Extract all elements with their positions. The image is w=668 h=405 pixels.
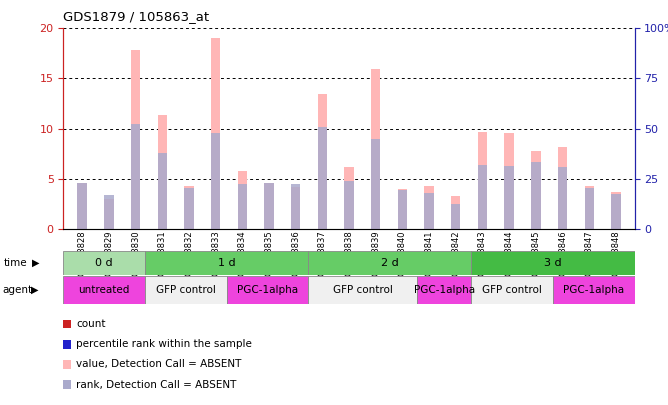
Bar [308, 251, 472, 275]
Bar [104, 195, 114, 229]
Text: value, Detection Call = ABSENT: value, Detection Call = ABSENT [76, 360, 242, 369]
Bar [345, 181, 353, 229]
Text: GFP control: GFP control [482, 285, 542, 295]
Text: GDS1879 / 105863_at: GDS1879 / 105863_at [63, 10, 210, 23]
Bar [584, 188, 594, 229]
Text: PGC-1alpha: PGC-1alpha [563, 285, 625, 295]
Text: ▶: ▶ [31, 285, 38, 295]
Text: time: time [3, 258, 27, 268]
Text: 2 d: 2 d [381, 258, 399, 268]
Bar [184, 186, 194, 229]
Bar [291, 184, 301, 229]
Bar [397, 190, 407, 229]
Bar [63, 276, 145, 304]
Bar [584, 186, 594, 229]
Text: count: count [76, 319, 106, 329]
Text: PGC-1alpha: PGC-1alpha [413, 285, 475, 295]
Bar [145, 251, 308, 275]
Text: PGC-1alpha: PGC-1alpha [237, 285, 298, 295]
Bar [238, 184, 247, 229]
Text: 3 d: 3 d [544, 258, 562, 268]
Bar [424, 193, 434, 229]
Bar [397, 189, 407, 229]
Bar [265, 183, 274, 229]
Bar [145, 276, 226, 304]
Bar [77, 183, 87, 229]
Bar [184, 188, 194, 229]
Bar [504, 166, 514, 229]
Text: ▶: ▶ [32, 258, 39, 268]
Bar [265, 183, 274, 229]
Bar [371, 139, 380, 229]
Bar [417, 276, 472, 304]
Bar [158, 153, 167, 229]
Bar [478, 165, 487, 229]
Bar [611, 194, 621, 229]
Bar [211, 132, 220, 229]
Bar [611, 192, 621, 229]
Text: percentile rank within the sample: percentile rank within the sample [76, 339, 252, 349]
Bar [345, 167, 353, 229]
Bar [291, 187, 301, 229]
Bar [308, 276, 417, 304]
Bar [371, 69, 380, 229]
Text: rank, Detection Call = ABSENT: rank, Detection Call = ABSENT [76, 380, 236, 390]
Bar [451, 204, 460, 229]
Bar [131, 124, 140, 229]
Bar [238, 171, 247, 229]
Bar [504, 132, 514, 229]
Text: untreated: untreated [79, 285, 130, 295]
Bar [158, 115, 167, 229]
Bar [472, 251, 635, 275]
Bar [531, 151, 540, 229]
Bar [318, 127, 327, 229]
Bar [472, 276, 553, 304]
Bar [131, 50, 140, 229]
Bar [531, 162, 540, 229]
Text: GFP control: GFP control [333, 285, 393, 295]
Bar [63, 251, 145, 275]
Text: 1 d: 1 d [218, 258, 235, 268]
Bar [553, 276, 635, 304]
Bar [104, 199, 114, 229]
Text: GFP control: GFP control [156, 285, 216, 295]
Bar [77, 183, 87, 229]
Bar [558, 147, 567, 229]
Bar [478, 132, 487, 229]
Bar [318, 94, 327, 229]
Bar [424, 186, 434, 229]
Text: agent: agent [2, 285, 32, 295]
Bar [226, 276, 308, 304]
Bar [558, 167, 567, 229]
Bar [211, 38, 220, 229]
Text: 0 d: 0 d [96, 258, 113, 268]
Bar [451, 196, 460, 229]
